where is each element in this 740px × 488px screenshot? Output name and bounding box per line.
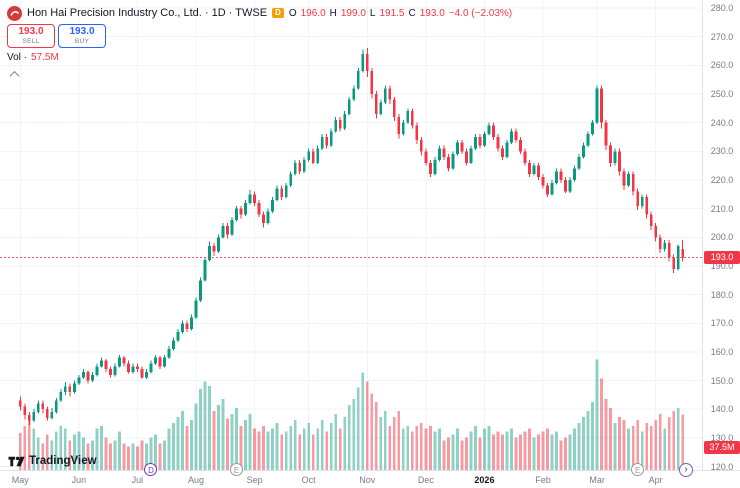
dividend-marker[interactable]: D [144,463,158,476]
time-axis-label: Jul [131,475,144,485]
price-axis-label: 190.0 [710,260,734,271]
time-axis-label: Nov [359,475,376,485]
tradingview-logo[interactable]: TradingView [8,455,97,467]
time-axis-label: Sep [246,475,263,485]
low-label: L [369,7,376,19]
delayed-data-badge: D [272,8,284,18]
time-axis-label: Oct [301,475,316,485]
close-value: 193.0 [419,7,445,19]
symbol-row: Hon Hai Precision Industry Co., Ltd. · 1… [7,5,512,21]
go-to-realtime-button[interactable]: › [679,463,693,477]
price-axis-label: 200.0 [710,232,734,243]
price-axis-label: 220.0 [710,174,734,185]
time-axis[interactable]: May Jun Jul Aug Sep Oct Nov Dec 2026 Feb Mar Apr [0,470,740,488]
buy-label: BUY [74,38,90,45]
low-value: 191.5 [379,7,405,19]
time-axis-label: Apr [648,475,663,485]
open-label: O [288,7,297,19]
price-axis[interactable]: 193.0 37.5M 280.0 270.0 260.0 250.0 240.0 230… [702,0,740,472]
time-axis-label: Aug [188,475,205,485]
price-axis-label: 160.0 [710,346,734,357]
price-axis-label: 230.0 [710,146,734,157]
price-axis-label: 210.0 [710,203,734,214]
volume-value: 57.5M [31,52,59,63]
buy-button[interactable]: 193.0 BUY [58,24,106,48]
price-axis-label: 270.0 [710,31,734,42]
chart-canvas[interactable] [0,0,703,470]
chevron-up-icon [9,70,19,81]
last-price-badge: 193.0 [704,250,740,264]
tradingview-logo-icon [8,456,25,467]
high-label: H [329,7,337,19]
sell-price: 193.0 [18,26,44,37]
close-label: C [408,7,416,19]
candlestick-chart[interactable] [0,0,703,470]
ohlc-values: O 196.0 H 199.0 L 191.5 C 193.0 −4.0 (−2.03%… [289,8,512,19]
price-axis-label: 170.0 [710,318,734,329]
time-axis-label: Mar [589,475,605,485]
symbol-logo-icon [7,5,22,21]
price-axis-label: 260.0 [710,60,734,71]
change-value: −4.0 (−2.03%) [448,7,513,19]
time-axis-label: May [11,475,29,485]
price-axis-label: 120.0 [710,461,734,472]
open-value: 196.0 [300,7,326,19]
tradingview-logo-text: TradingView [29,455,97,467]
price-axis-label: 130.0 [710,432,734,443]
volume-legend: Vol · 57.5M [7,52,512,63]
earnings-marker[interactable]: E [230,463,244,476]
price-axis-label: 150.0 [710,375,734,386]
symbol-title[interactable]: Hon Hai Precision Industry Co., Ltd. · 1… [27,7,268,19]
time-axis-label: Dec [417,475,434,485]
sell-button[interactable]: 193.0 SELL [7,24,55,48]
time-axis-label: 2026 [474,475,495,485]
buy-price: 193.0 [69,26,95,37]
volume-badge: 37.5M [704,441,740,454]
time-axis-label: Jun [71,475,87,485]
chart-legend: Hon Hai Precision Industry Co., Ltd. · 1… [7,5,512,81]
price-axis-label: 240.0 [710,117,734,128]
volume-label: Vol · [7,52,28,63]
sell-label: SELL [22,38,40,45]
price-axis-label: 280.0 [710,3,734,14]
high-value: 199.0 [340,7,366,19]
earnings-marker[interactable]: E [631,463,645,476]
time-axis-label: Feb [535,475,551,485]
price-axis-label: 180.0 [710,289,734,300]
price-axis-label: 250.0 [710,89,734,99]
collapse-legend-button[interactable] [7,69,21,81]
price-axis-label: 140.0 [710,404,734,415]
trade-buttons: 193.0 SELL 193.0 BUY [7,24,512,48]
